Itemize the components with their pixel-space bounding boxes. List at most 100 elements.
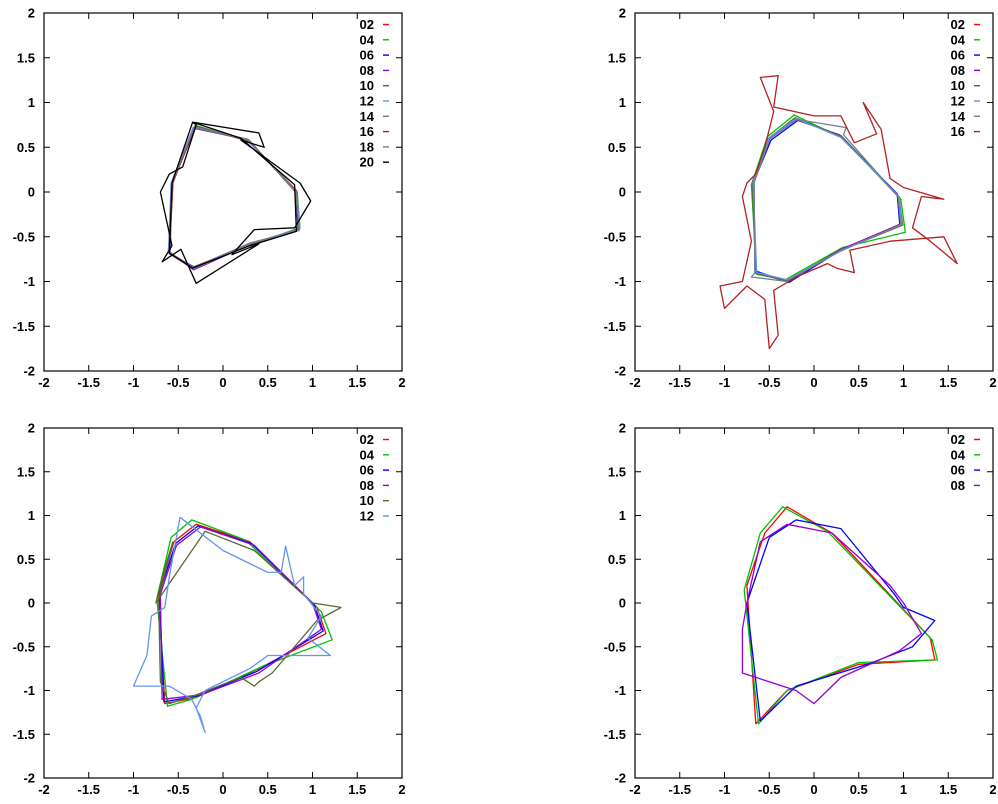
- x-tick-label: 0.5: [850, 375, 868, 390]
- series-line-10: [155, 530, 342, 705]
- x-tick-label: 1.5: [939, 782, 957, 797]
- chart-panel-2: -2 -1.5 -1 -0.5 0 0.5 1 1.5 2 -2 -1.5 -1 -0.5 0 0.5 1 1.…: [604, 6, 997, 391]
- x-tick-label: 1: [900, 375, 907, 390]
- x-tick-label: -1.5: [78, 782, 100, 797]
- legend-label-04: 04: [360, 447, 375, 462]
- x-tick-label: 2: [989, 782, 996, 797]
- legend-label-20: 20: [360, 155, 374, 170]
- legend-label-12: 12: [360, 94, 374, 109]
- plot-frame: [634, 427, 994, 779]
- legend-label-04: 04: [951, 32, 966, 47]
- y-tick-label: 1: [619, 508, 626, 523]
- x-tick-label: 1.5: [348, 782, 366, 797]
- y-tick-label: 0.5: [17, 552, 35, 567]
- x-tick-label: 0.5: [259, 782, 277, 797]
- legend-label-02: 02: [951, 17, 965, 32]
- x-tick-label: 1: [309, 375, 316, 390]
- legend-label-08: 08: [360, 63, 374, 78]
- y-tick-label: 1.5: [17, 464, 35, 479]
- x-tick-label: 2: [398, 375, 405, 390]
- x-tick-label: -2: [629, 782, 641, 797]
- series-line-02: [746, 506, 936, 725]
- x-tick-label: -2: [629, 375, 641, 390]
- series-line-08: [752, 118, 902, 283]
- series-group: [132, 516, 342, 734]
- y-tick-label: 2: [28, 6, 35, 21]
- x-tick-label: -1: [128, 782, 140, 797]
- x-tick-label: -2: [38, 375, 50, 390]
- x-tick-label: -1.5: [669, 375, 691, 390]
- series-line-04: [743, 506, 939, 725]
- legend-label-10: 10: [360, 493, 374, 508]
- x-tick-label: 1.5: [348, 375, 366, 390]
- series-line-08: [741, 523, 923, 705]
- legend-label-06: 06: [360, 48, 374, 63]
- legend-label-14: 14: [951, 109, 966, 124]
- x-tick-label: -0.5: [167, 782, 189, 797]
- y-tick-label: 2: [28, 421, 35, 436]
- series-line-04: [750, 114, 906, 281]
- x-tick-label: -1: [719, 782, 731, 797]
- x-tick-label: -1.5: [669, 782, 691, 797]
- x-tick-label: 2: [989, 375, 996, 390]
- x-tick-label: -1.5: [78, 375, 100, 390]
- series-group: [741, 506, 939, 725]
- series-line-16: [719, 75, 958, 350]
- x-tick-label: -1: [128, 375, 140, 390]
- y-tick-label: -0.5: [13, 229, 35, 244]
- y-tick-label: -0.5: [604, 639, 626, 654]
- legend-label-08: 08: [360, 478, 374, 493]
- y-tick-label: 0: [28, 185, 35, 200]
- series-group: [159, 121, 312, 284]
- y-tick-label: 1: [28, 95, 35, 110]
- y-tick-label: -1.5: [604, 319, 626, 334]
- legend-label-16: 16: [951, 124, 965, 139]
- y-tick-label: -2: [614, 771, 626, 786]
- y-tick-label: -0.5: [604, 229, 626, 244]
- y-tick-label: 2: [619, 421, 626, 436]
- series-line-06: [746, 519, 936, 722]
- series-line-14: [169, 126, 300, 269]
- legend-label-10: 10: [360, 78, 374, 93]
- y-tick-label: 0.5: [608, 140, 626, 155]
- x-tick-label: 1: [900, 782, 907, 797]
- series-line-02: [157, 523, 327, 705]
- legend-label-02: 02: [360, 17, 374, 32]
- y-tick-label: -1: [614, 274, 626, 289]
- y-tick-label: -2: [614, 364, 626, 379]
- x-tick-label: 0.5: [850, 782, 868, 797]
- y-tick-label: 0.5: [608, 552, 626, 567]
- legend-label-12: 12: [360, 509, 374, 524]
- x-tick-label: -1: [719, 375, 731, 390]
- x-tick-label: 0: [810, 375, 817, 390]
- x-tick-label: 2: [398, 782, 405, 797]
- series-line-06: [169, 126, 299, 268]
- legend-label-04: 04: [951, 447, 966, 462]
- legend-label-12: 12: [951, 94, 965, 109]
- legend-label-06: 06: [360, 463, 374, 478]
- y-tick-label: -2: [23, 364, 35, 379]
- legend-label-10: 10: [951, 78, 965, 93]
- y-tick-label: 1.5: [17, 50, 35, 65]
- y-tick-label: -1: [23, 683, 35, 698]
- legend-label-16: 16: [360, 124, 374, 139]
- series-line-04: [167, 125, 301, 270]
- y-tick-label: 0: [28, 596, 35, 611]
- y-tick-label: 0.5: [17, 140, 35, 155]
- x-tick-label: -0.5: [758, 782, 780, 797]
- x-tick-label: -0.5: [758, 375, 780, 390]
- x-tick-label: 0: [219, 375, 226, 390]
- x-tick-label: -0.5: [167, 375, 189, 390]
- x-tick-label: -2: [38, 782, 50, 797]
- y-tick-label: -1.5: [604, 727, 626, 742]
- series-line-20: [159, 121, 312, 284]
- legend-label-06: 06: [951, 48, 965, 63]
- y-tick-label: 0: [619, 185, 626, 200]
- y-tick-label: 0: [619, 596, 626, 611]
- series-group: [719, 75, 958, 350]
- chart-panel-3: -2 -1.5 -1 -0.5 0 0.5 1 1.5 2 -2 -1.5 -1 -0.5 0 0.5 1 1.…: [13, 421, 406, 798]
- y-tick-label: 1: [619, 95, 626, 110]
- legend-label-04: 04: [360, 32, 375, 47]
- legend-label-06: 06: [951, 463, 965, 478]
